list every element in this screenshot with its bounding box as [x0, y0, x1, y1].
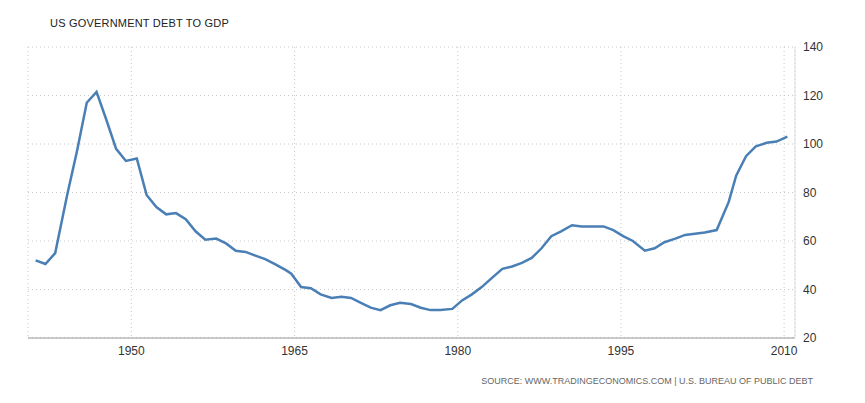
svg-text:140: 140 — [803, 40, 823, 54]
svg-text:100: 100 — [803, 137, 823, 151]
svg-text:1980: 1980 — [444, 344, 471, 358]
svg-text:1995: 1995 — [608, 344, 635, 358]
svg-text:20: 20 — [803, 331, 817, 345]
svg-text:2010: 2010 — [771, 344, 798, 358]
html-text:US GOVERNMENT DEBT TO GDP: US GOVERNMENT DEBT TO GDP — [50, 17, 229, 29]
svg-text:40: 40 — [803, 283, 817, 297]
html-text:SOURCE: WWW.TRADINGECONOMICS.C: SOURCE: WWW.TRADINGECONOMICS.COM | U.S. … — [481, 376, 813, 386]
svg-text:1965: 1965 — [281, 344, 308, 358]
svg-text:120: 120 — [803, 89, 823, 103]
svg-text:1950: 1950 — [118, 344, 145, 358]
svg-text:60: 60 — [803, 234, 817, 248]
svg-text:80: 80 — [803, 186, 817, 200]
